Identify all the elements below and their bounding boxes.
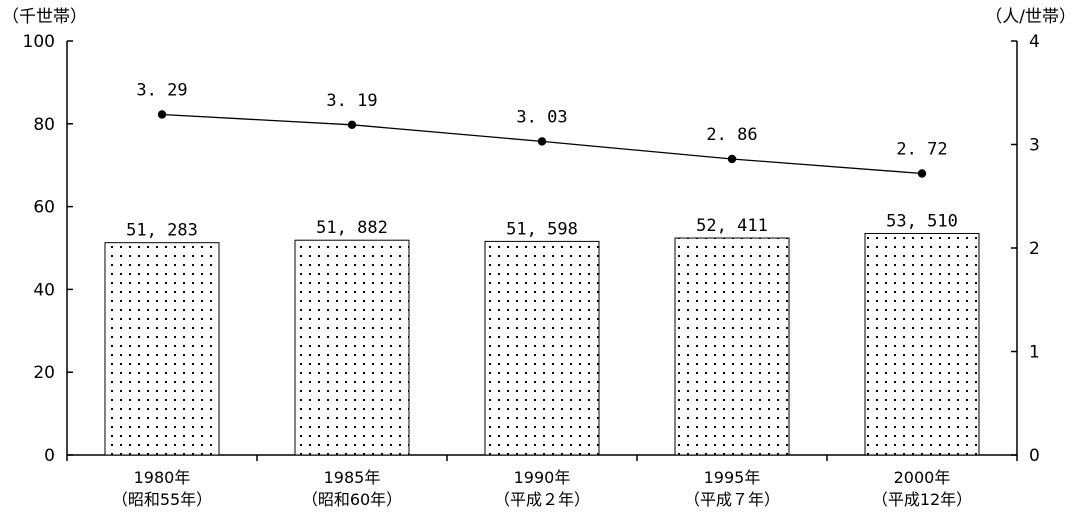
bar: [864, 232, 980, 456]
category-label: 2000年: [894, 468, 951, 487]
bar-value-label: 53, 510: [886, 211, 958, 231]
line-point: [537, 137, 547, 146]
bar: [104, 242, 220, 456]
left-axis-unit-label: （千世帯）: [2, 7, 87, 27]
line-point: [157, 110, 167, 119]
bar: [674, 237, 790, 456]
bar: [294, 239, 410, 456]
bar-value-label: 51, 882: [316, 218, 388, 238]
left-axis-tick-label: 0: [44, 446, 55, 466]
left-axis-tick-label: 20: [33, 363, 55, 383]
bars: [104, 232, 980, 456]
line-point: [917, 169, 927, 178]
bar: [484, 240, 600, 456]
line-value-label: 3. 29: [136, 80, 187, 100]
bar-data-labels: 51, 283 51, 882 51, 598 52, 411 53, 510: [126, 211, 958, 240]
right-axis-unit-label: （人/世帯）: [985, 7, 1076, 27]
category-sublabel: （平成７年）: [684, 490, 780, 509]
category-label: 1990年: [514, 468, 571, 487]
category-sublabel: （昭和60年）: [302, 490, 402, 509]
category-sublabel: （平成12年）: [872, 490, 972, 509]
category-label: 1995年: [704, 468, 761, 487]
left-axis-tick-label: 40: [33, 280, 55, 300]
right-axis-tick-label: 4: [1029, 32, 1040, 52]
right-axis-tick-label: 1: [1029, 343, 1040, 363]
left-axis-tick-label: 80: [33, 115, 55, 135]
line-value-label: 3. 19: [326, 91, 377, 111]
line-point: [727, 154, 737, 164]
bar-value-label: 51, 598: [506, 219, 578, 239]
line-point: [347, 120, 357, 130]
left-axis-tick-label: 60: [33, 198, 55, 218]
category-sublabel: （昭和55年）: [112, 490, 212, 509]
right-axis-tick-label: 2: [1029, 239, 1040, 259]
category-label: 1985年: [324, 468, 381, 487]
line-value-label: 3. 03: [516, 107, 567, 127]
bar-value-label: 51, 283: [126, 221, 198, 241]
line-series: [157, 110, 927, 178]
right-axis-tick-label: 0: [1029, 446, 1040, 466]
category-labels: 1980年 （昭和55年） 1985年 （昭和60年） 1990年 （平成２年） 1995年…: [112, 468, 972, 509]
category-sublabel: （平成２年）: [494, 490, 590, 509]
right-axis-tick-label: 3: [1029, 136, 1040, 156]
category-label: 1980年: [134, 468, 191, 487]
line-data-labels: 3. 29 3. 19 3. 03 2. 86 2. 72: [136, 80, 947, 159]
axes: 0 20 40 60 80 100 0 1 2 3 4: [23, 32, 1040, 466]
left-axis-tick-label: 100: [23, 32, 55, 52]
line-value-label: 2. 86: [706, 125, 757, 145]
line-value-label: 2. 72: [896, 139, 947, 159]
bar-value-label: 52, 411: [696, 216, 768, 236]
